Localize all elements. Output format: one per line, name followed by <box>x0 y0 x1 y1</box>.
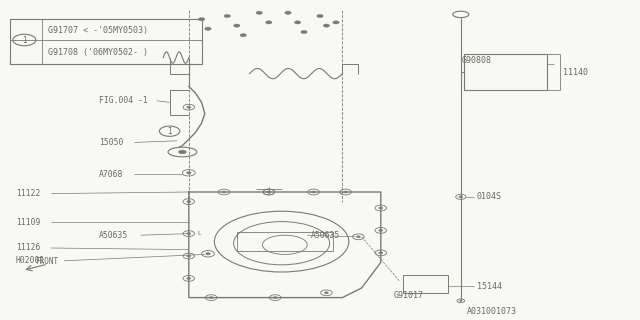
Circle shape <box>224 14 230 18</box>
Text: G91707 < -'05MY0503): G91707 < -'05MY0503) <box>48 26 148 35</box>
Circle shape <box>273 297 277 299</box>
Circle shape <box>379 252 383 254</box>
Bar <box>464 54 547 90</box>
Text: 11109: 11109 <box>16 218 40 227</box>
Circle shape <box>205 27 211 30</box>
Text: 1: 1 <box>22 36 27 44</box>
Circle shape <box>186 172 191 174</box>
Circle shape <box>187 201 191 203</box>
Circle shape <box>267 191 271 193</box>
Text: 15050: 15050 <box>99 138 124 147</box>
Circle shape <box>356 236 360 238</box>
Circle shape <box>187 233 191 235</box>
Circle shape <box>312 191 316 193</box>
Circle shape <box>187 277 191 279</box>
Text: A50635: A50635 <box>99 231 129 240</box>
Circle shape <box>285 11 291 14</box>
Circle shape <box>234 24 240 27</box>
Circle shape <box>324 292 328 294</box>
Circle shape <box>206 253 210 255</box>
Text: L: L <box>197 231 201 236</box>
Text: FRONT: FRONT <box>35 257 58 266</box>
Circle shape <box>198 18 205 21</box>
Text: G91017: G91017 <box>394 292 424 300</box>
Circle shape <box>379 207 383 209</box>
Circle shape <box>187 255 191 257</box>
Bar <box>403 275 448 293</box>
Circle shape <box>459 196 463 198</box>
Text: G91708 ('06MY0502- ): G91708 ('06MY0502- ) <box>48 48 148 57</box>
Circle shape <box>460 300 462 301</box>
Circle shape <box>379 229 383 231</box>
Text: A7068: A7068 <box>99 170 124 179</box>
Circle shape <box>266 21 272 24</box>
Text: 0104S: 0104S <box>477 192 502 201</box>
Circle shape <box>256 11 262 14</box>
Circle shape <box>267 191 271 193</box>
Text: 11140: 11140 <box>563 68 588 76</box>
Text: H02001: H02001 <box>16 256 45 265</box>
Text: FIG.004 -1: FIG.004 -1 <box>99 96 148 105</box>
Text: A50635: A50635 <box>310 231 340 240</box>
Text: G90808: G90808 <box>461 56 492 65</box>
Circle shape <box>209 297 213 299</box>
Circle shape <box>344 191 348 193</box>
Circle shape <box>333 21 339 24</box>
Circle shape <box>323 24 330 27</box>
Text: A031001073: A031001073 <box>467 308 517 316</box>
Text: 15144: 15144 <box>477 282 502 291</box>
Text: 1: 1 <box>167 127 172 136</box>
Circle shape <box>240 34 246 37</box>
Circle shape <box>294 21 301 24</box>
Circle shape <box>301 30 307 34</box>
Circle shape <box>317 14 323 18</box>
Circle shape <box>187 106 191 108</box>
Text: 11122: 11122 <box>16 189 40 198</box>
Text: 11126: 11126 <box>16 244 40 252</box>
Bar <box>10 19 202 64</box>
Circle shape <box>179 150 186 154</box>
Circle shape <box>222 191 226 193</box>
